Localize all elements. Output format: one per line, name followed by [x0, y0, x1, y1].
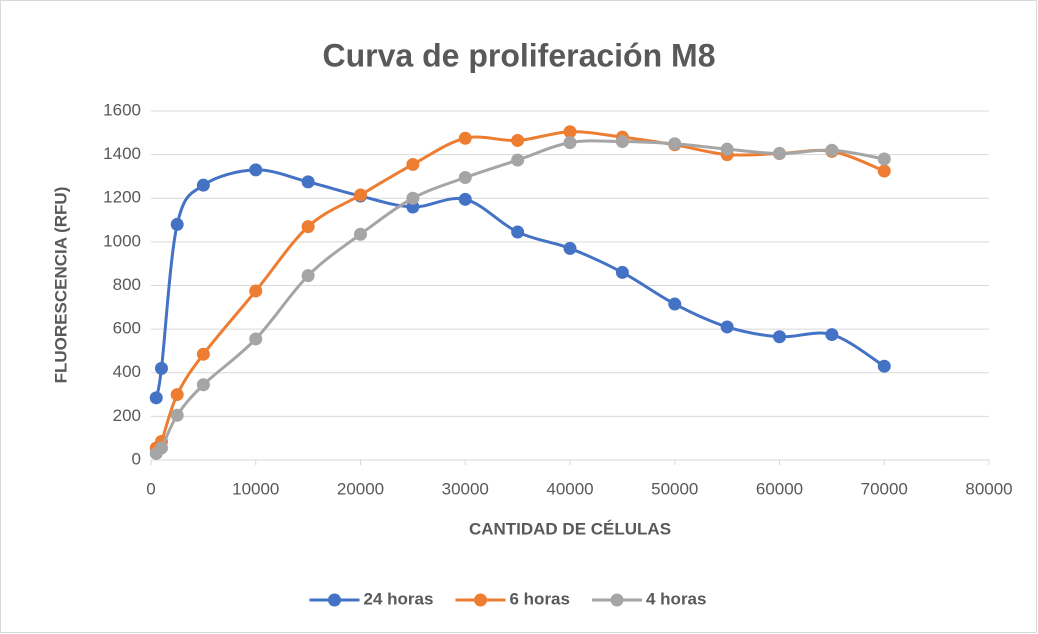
- data-point: [668, 297, 682, 311]
- legend-label: 6 horas: [510, 589, 570, 608]
- data-point: [615, 135, 629, 149]
- data-point: [170, 217, 184, 231]
- data-point: [149, 391, 163, 405]
- chart-title: Curva de proliferación M8: [323, 37, 716, 73]
- x-tick-label: 10000: [232, 479, 279, 498]
- data-point: [354, 188, 367, 202]
- data-point: [773, 147, 786, 161]
- legend-marker: [610, 593, 624, 607]
- x-tick-label: 0: [146, 479, 155, 498]
- data-point: [249, 284, 263, 298]
- data-point: [170, 388, 184, 402]
- data-point: [825, 328, 839, 342]
- data-point: [196, 178, 210, 192]
- data-point: [563, 136, 577, 150]
- y-tick-label: 1400: [103, 144, 141, 163]
- data-point: [877, 359, 891, 373]
- x-tick-label: 30000: [442, 479, 489, 498]
- y-tick-label: 0: [132, 449, 141, 468]
- legend-marker: [474, 593, 487, 607]
- x-tick-label: 80000: [965, 479, 1012, 498]
- data-point: [154, 361, 168, 375]
- data-point: [354, 227, 367, 241]
- x-tick-label: 60000: [756, 479, 803, 498]
- data-point: [877, 164, 891, 178]
- data-point: [196, 378, 210, 392]
- data-point: [773, 330, 786, 344]
- data-point: [668, 137, 682, 151]
- data-point: [615, 265, 629, 279]
- y-tick-label: 200: [113, 406, 141, 425]
- legend-label: 24 horas: [364, 589, 434, 608]
- y-tick-label: 400: [113, 362, 141, 381]
- y-axis-label: FLUORESCENCIA (RFU): [51, 187, 70, 384]
- data-point: [563, 241, 577, 255]
- x-tick-label: 70000: [861, 479, 908, 498]
- data-point: [301, 175, 315, 189]
- data-point: [249, 332, 263, 346]
- data-point: [458, 171, 472, 185]
- data-point: [154, 441, 168, 455]
- y-tick-label: 1600: [103, 100, 141, 119]
- series-line: [155, 139, 885, 455]
- data-point: [458, 192, 472, 206]
- data-point: [563, 125, 577, 139]
- data-point: [825, 143, 839, 157]
- y-tick-label: 800: [113, 275, 141, 294]
- y-tick-label: 1200: [103, 188, 141, 207]
- series-line: [155, 130, 885, 450]
- x-tick-label: 40000: [546, 479, 593, 498]
- data-point: [406, 191, 420, 205]
- data-point: [406, 157, 420, 171]
- data-point: [249, 163, 263, 177]
- x-tick-label: 20000: [337, 479, 384, 498]
- legend-label: 4 horas: [646, 589, 706, 608]
- data-point: [458, 131, 472, 145]
- y-tick-label: 1000: [103, 231, 141, 250]
- data-point: [511, 225, 525, 239]
- data-point: [301, 269, 315, 283]
- data-point: [511, 133, 525, 147]
- data-point: [196, 347, 210, 361]
- data-point: [170, 408, 184, 422]
- data-point: [511, 153, 525, 167]
- x-axis-label: CANTIDAD DE CÉLULAS: [469, 519, 671, 538]
- y-tick-label: 600: [113, 319, 141, 338]
- series-line: [154, 168, 886, 399]
- legend-marker: [328, 593, 341, 607]
- data-point: [720, 320, 734, 334]
- data-point: [720, 142, 734, 156]
- x-tick-label: 50000: [651, 479, 698, 498]
- data-point: [301, 220, 315, 234]
- data-point: [877, 152, 891, 166]
